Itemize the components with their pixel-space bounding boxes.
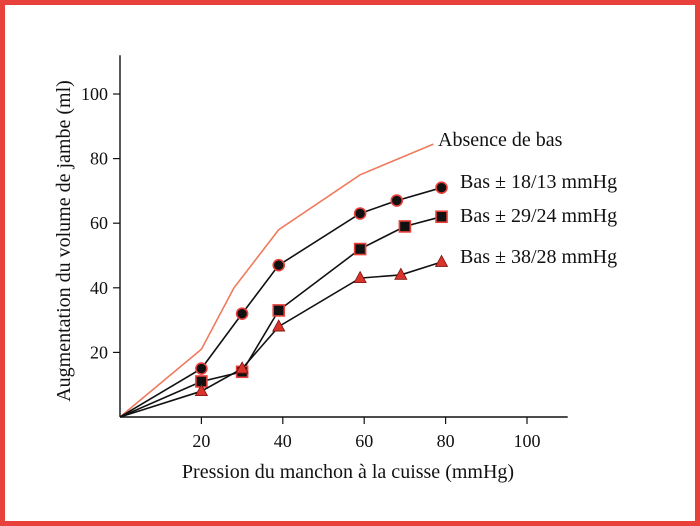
data-point-circle xyxy=(390,194,404,207)
x-tick-label: 40 xyxy=(274,431,292,451)
x-tick-label: 60 xyxy=(355,431,373,451)
data-point-circle xyxy=(235,307,249,320)
x-axis-label: Pression du manchon à la cuisse (mmHg) xyxy=(182,461,514,483)
data-point-triangle xyxy=(272,319,286,332)
y-tick-label: 40 xyxy=(90,278,108,298)
y-tick-label: 80 xyxy=(90,149,108,169)
y-tick-label: 100 xyxy=(81,84,108,104)
y-axis-label: Augmentation du volume de jambe (ml) xyxy=(53,80,75,402)
data-point-square xyxy=(435,210,448,224)
data-point-circle xyxy=(353,207,367,220)
data-point-triangle xyxy=(434,254,449,267)
series-labels: Absence de bas Bas ± 18/13 mmHg Bas ± 29/2… xyxy=(438,129,617,268)
data-point-square xyxy=(272,304,286,317)
series-label: Absence de bas xyxy=(438,129,563,151)
series-layer xyxy=(119,143,449,418)
data-point-triangle xyxy=(194,383,209,397)
y-tick-label: 60 xyxy=(90,213,108,233)
x-tick-label: 100 xyxy=(514,431,541,451)
series-label: Bas ± 38/28 mmHg xyxy=(460,246,617,268)
data-point-triangle xyxy=(353,270,367,284)
series-label: Bas ± 29/24 mmHg xyxy=(460,205,617,227)
data-point-circle xyxy=(272,258,286,272)
series-line xyxy=(119,261,442,418)
series-label: Bas ± 18/13 mmHg xyxy=(460,171,617,193)
data-point-square xyxy=(398,220,412,233)
series-square xyxy=(119,210,448,418)
leg-volume-chart: 20 40 60 80 100 20 40 60 80 100 Absence de bas Bas… xyxy=(53,55,617,483)
y-tick-label: 20 xyxy=(90,342,108,362)
series-circle xyxy=(119,181,448,418)
series-none xyxy=(119,143,434,418)
x-tick-label: 80 xyxy=(437,431,455,451)
data-point-circle xyxy=(195,362,208,375)
data-point-square xyxy=(353,242,367,256)
series-line xyxy=(119,186,442,418)
data-point-circle xyxy=(435,181,448,194)
series-triangle xyxy=(119,254,449,418)
data-point-triangle xyxy=(235,361,249,374)
axes xyxy=(119,55,568,418)
data-point-triangle xyxy=(394,267,408,280)
series-line xyxy=(119,143,434,418)
series-line xyxy=(119,215,442,418)
x-tick-label: 20 xyxy=(192,431,210,451)
ticks: 20 40 60 80 100 20 40 60 80 100 xyxy=(81,84,541,451)
